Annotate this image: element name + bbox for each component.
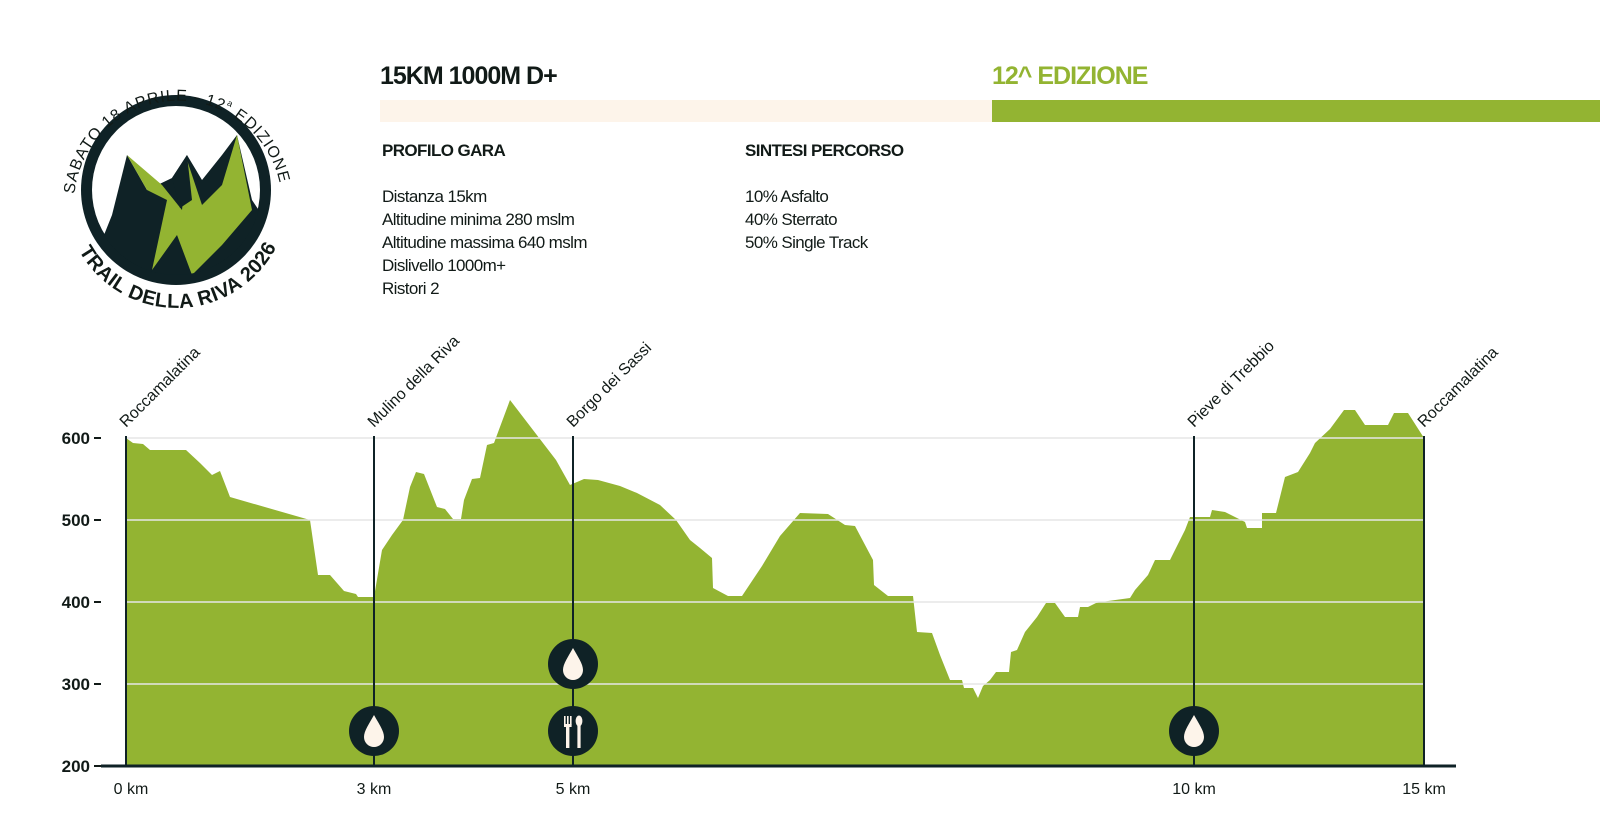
profilo-item: Altitudine minima 280 mslm bbox=[382, 210, 575, 229]
y-tick-label: 400 bbox=[62, 593, 90, 612]
waypoint-label-finish: Roccamalatina bbox=[1415, 344, 1502, 431]
fork-spoon-icon bbox=[548, 706, 598, 756]
y-tick-label: 600 bbox=[62, 429, 90, 448]
x-tick-label: 15 km bbox=[1402, 781, 1446, 798]
header-bar-green bbox=[992, 100, 1600, 122]
sintesi-item: 50% Single Track bbox=[745, 233, 868, 252]
x-axis-labels: 0 km 3 km 5 km 10 km 15 km bbox=[114, 781, 1446, 798]
waypoint-label-mulino: Mulino della Riva bbox=[365, 333, 463, 431]
mountain-icon bbox=[91, 135, 261, 275]
waypoint-label-borgo: Borgo dei Sassi bbox=[564, 340, 655, 431]
profilo-item: Ristori 2 bbox=[382, 279, 440, 298]
profilo-gara-list: Distanza 15km Altitudine minima 280 mslm… bbox=[382, 185, 587, 300]
race-title: 15KM 1000M D+ bbox=[380, 62, 558, 90]
sintesi-percorso-title: SINTESI PERCORSO bbox=[745, 141, 904, 160]
profilo-item: Dislivello 1000m+ bbox=[382, 256, 506, 275]
x-tick-label: 10 km bbox=[1172, 781, 1216, 798]
y-axis: 600 500 400 300 200 bbox=[62, 429, 90, 776]
sintesi-item: 10% Asfalto bbox=[745, 187, 829, 206]
sintesi-item: 40% Sterrato bbox=[745, 210, 838, 229]
x-tick-label: 5 km bbox=[556, 781, 591, 798]
y-tick-label: 500 bbox=[62, 511, 90, 530]
y-tick-label: 200 bbox=[62, 757, 90, 776]
water-drop-icon bbox=[548, 639, 598, 689]
profilo-gara-title: PROFILO GARA bbox=[382, 141, 506, 160]
x-tick-label: 0 km bbox=[114, 781, 149, 798]
edition-label: 12^ EDIZIONE bbox=[992, 62, 1148, 90]
water-drop-icon bbox=[1169, 706, 1219, 756]
elevation-area bbox=[126, 400, 1424, 766]
event-logo: SABATO 18 APRILE - 12a EDIZIONE TRAIL DE… bbox=[61, 88, 291, 310]
waypoint-labels: Roccamalatina Mulino della Riva Borgo de… bbox=[117, 333, 1502, 431]
y-tick-label: 300 bbox=[62, 675, 90, 694]
sintesi-percorso-list: 10% Asfalto 40% Sterrato 50% Single Trac… bbox=[745, 185, 868, 254]
gridlines bbox=[126, 437, 1424, 685]
waypoint-label-start: Roccamalatina bbox=[117, 344, 204, 431]
profilo-item: Distanza 15km bbox=[382, 187, 487, 206]
header-bar-peach bbox=[380, 100, 992, 122]
profilo-item: Altitudine massima 640 mslm bbox=[382, 233, 587, 252]
water-drop-icon bbox=[349, 706, 399, 756]
waypoint-label-pieve: Pieve di Trebbio bbox=[1185, 338, 1278, 431]
x-tick-label: 3 km bbox=[357, 781, 392, 798]
